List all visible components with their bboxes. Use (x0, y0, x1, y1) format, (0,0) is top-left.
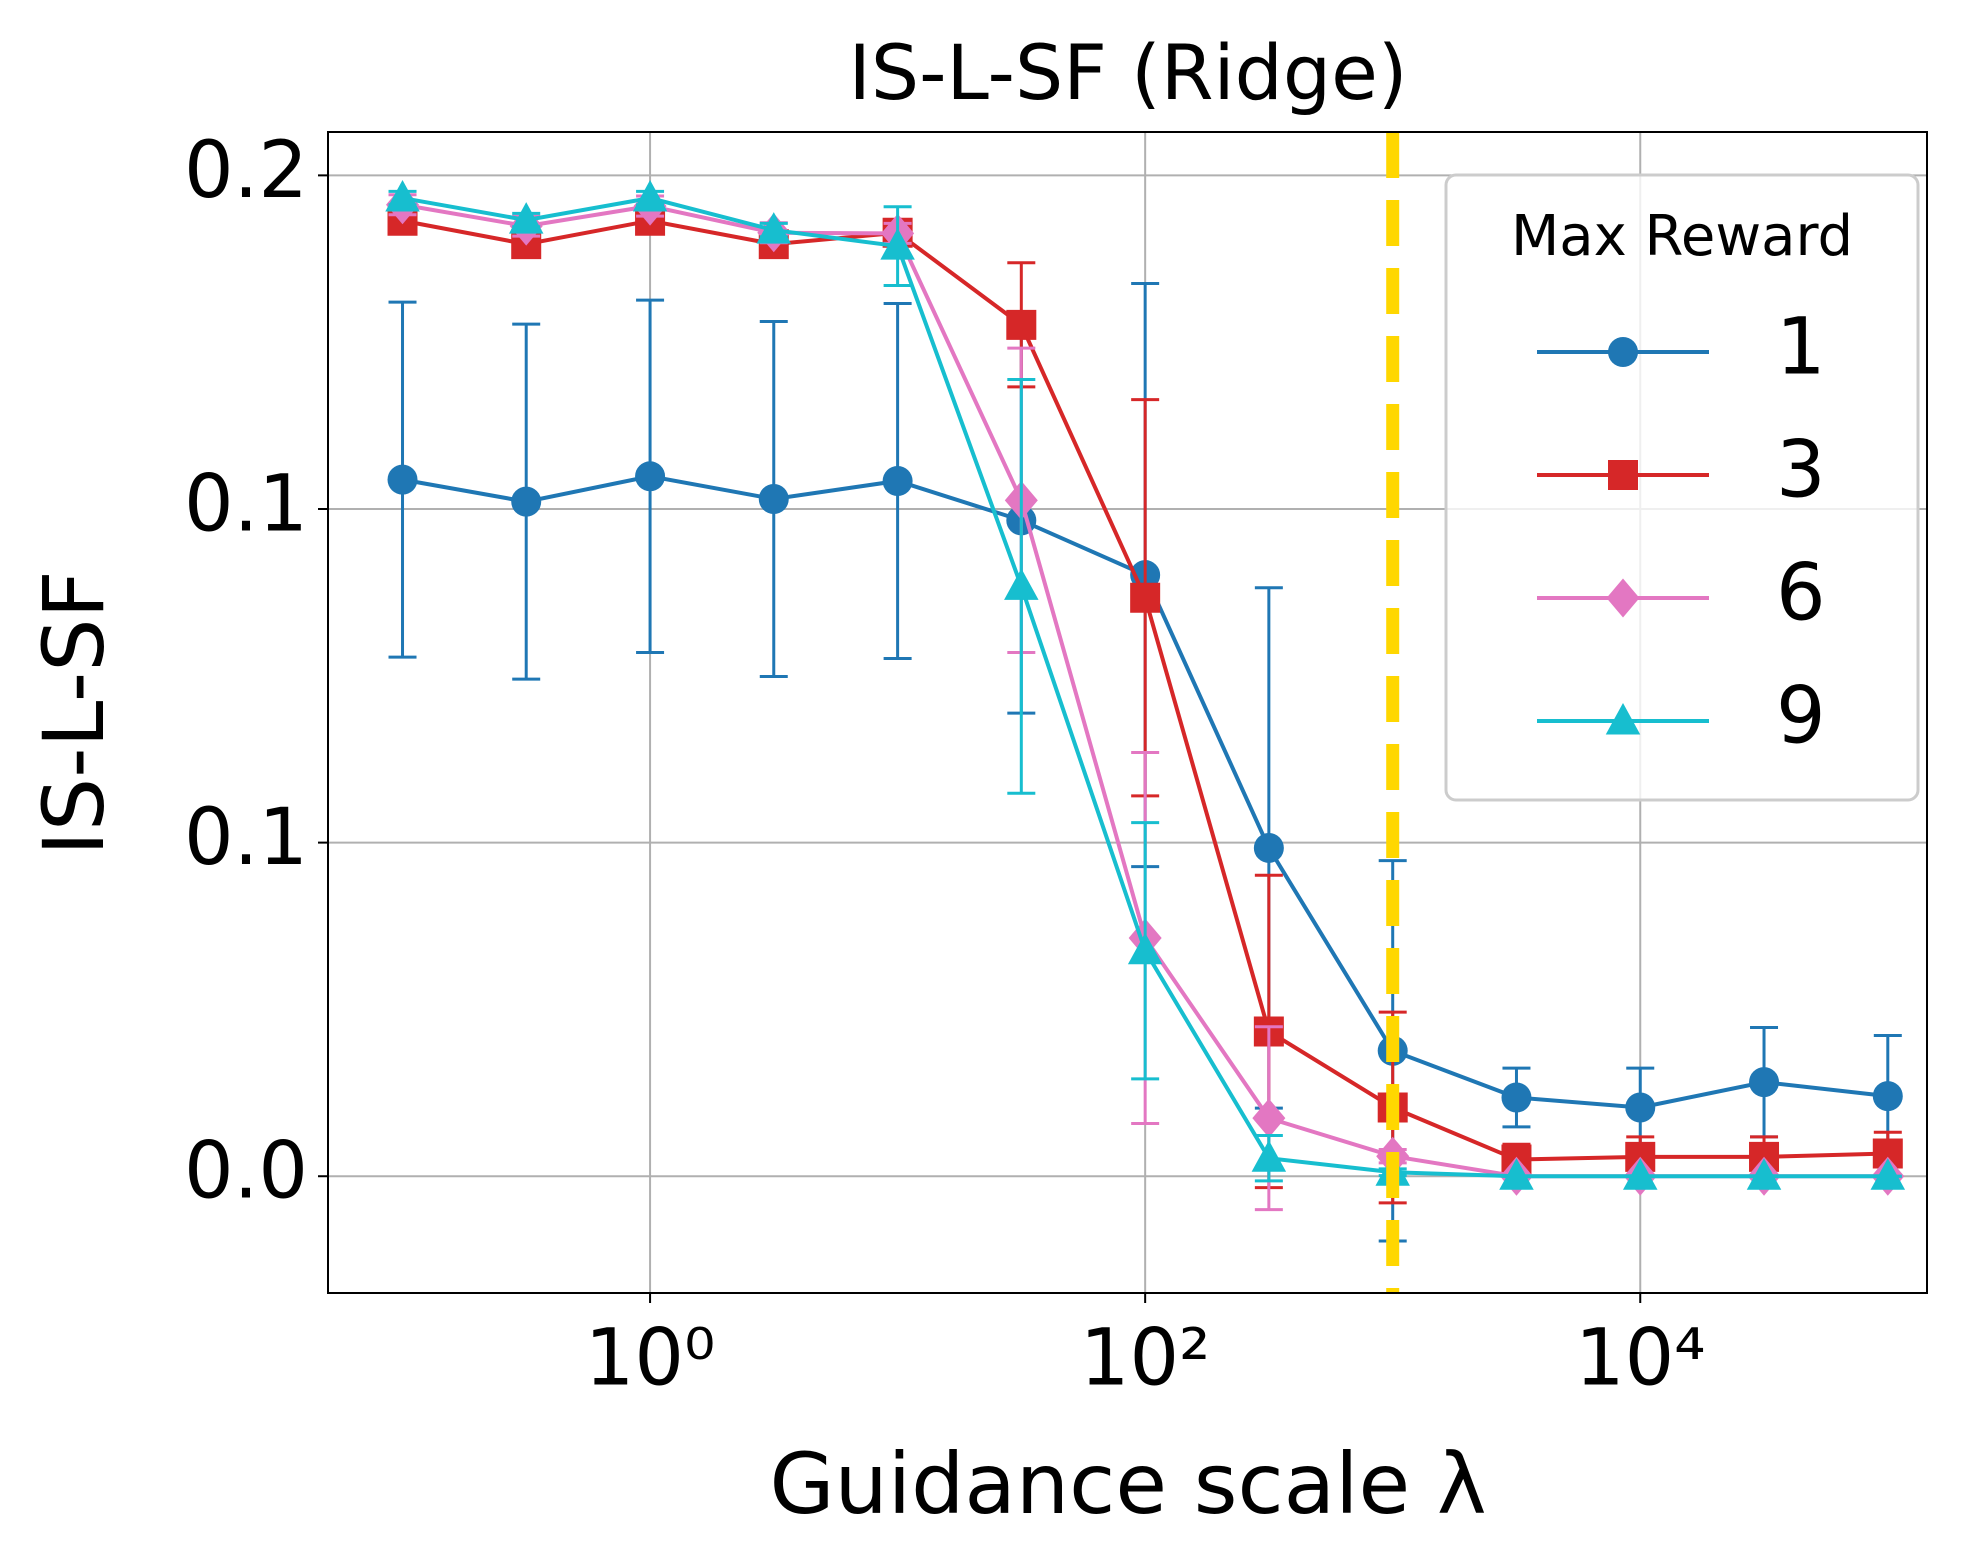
marker (1623, 1158, 1658, 1190)
marker (1130, 582, 1161, 613)
marker (1004, 568, 1039, 600)
marker (387, 464, 418, 495)
marker (1872, 1138, 1903, 1169)
series (385, 180, 1906, 1190)
marker (758, 483, 789, 514)
legend-marker (1608, 337, 1638, 367)
marker (632, 180, 668, 212)
marker (756, 212, 792, 244)
legend-marker (1608, 460, 1638, 490)
plot-frame (327, 131, 1928, 1294)
marker (1746, 1158, 1782, 1190)
marker (1872, 1081, 1903, 1112)
x-axis-label: Guidance scale λ (769, 1435, 1486, 1533)
legend-label: 1 (1776, 302, 1826, 392)
marker (882, 465, 913, 496)
legend-label: 3 (1776, 425, 1826, 515)
marker (1870, 1158, 1906, 1190)
legend-marker (1606, 578, 1640, 618)
legend-label: 6 (1776, 548, 1826, 638)
legend-title: Max Reward (1511, 204, 1853, 269)
legend-box (1444, 173, 1920, 802)
marker (1251, 1140, 1287, 1172)
marker (635, 461, 666, 492)
y-tick-label: 0.1 (184, 459, 308, 549)
x-tick-label: 10⁴ (1575, 1313, 1706, 1403)
y-tick-label: 0.1 (184, 793, 308, 883)
legend-label: 9 (1776, 671, 1826, 761)
marker (1252, 1098, 1286, 1138)
marker (1499, 1158, 1534, 1190)
legend-marker (1605, 703, 1641, 735)
marker (1749, 1067, 1780, 1098)
y-axis-label: IS-L-SF (25, 570, 123, 856)
marker (1501, 1082, 1532, 1113)
y-tick-label: 0.0 (184, 1127, 308, 1217)
marker (1006, 309, 1037, 340)
marker (511, 486, 542, 517)
marker (385, 180, 420, 212)
x-tick-label: 10⁰ (585, 1313, 716, 1403)
marker (1625, 1092, 1656, 1123)
marker (1127, 932, 1163, 965)
x-tick-label: 10² (1080, 1313, 1211, 1403)
y-tick-label: 0.2 (184, 126, 308, 216)
marker (508, 202, 544, 234)
marker (880, 228, 915, 260)
chart-title: IS-L-SF (Ridge) (848, 28, 1407, 117)
marker (1253, 832, 1284, 863)
